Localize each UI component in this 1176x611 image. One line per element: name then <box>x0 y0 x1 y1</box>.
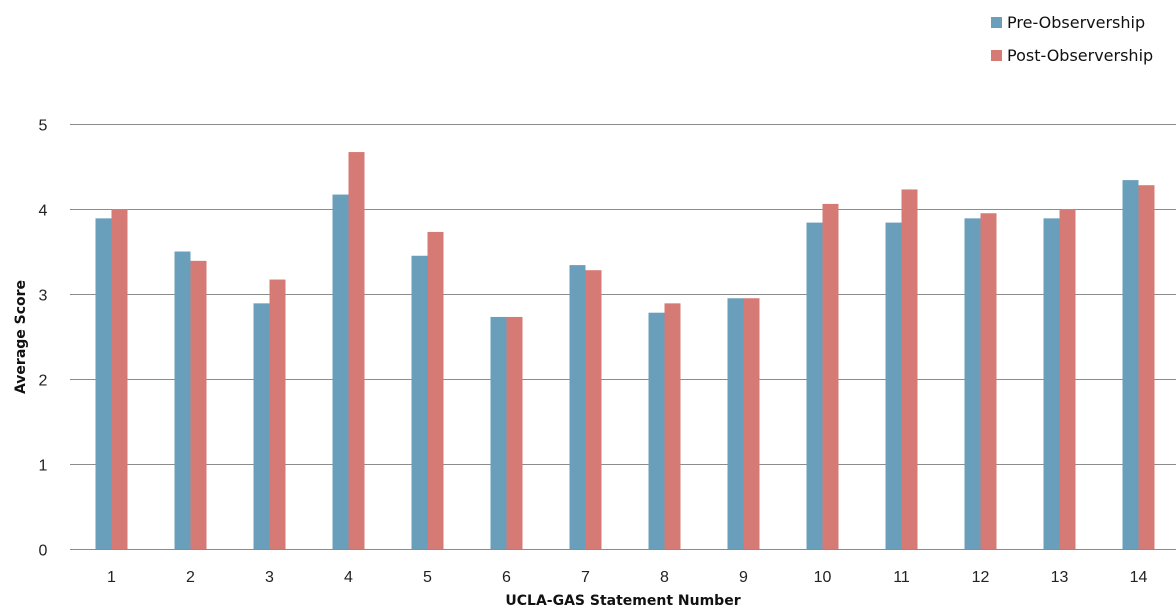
y-tick-label: 0 <box>39 543 48 560</box>
legend-swatch-pre-observership <box>991 17 1002 28</box>
x-tick-label: 3 <box>265 569 274 586</box>
bar-pre-observership-11 <box>885 222 902 549</box>
gridlines <box>70 124 1176 550</box>
bar-post-observership-11 <box>901 189 918 549</box>
x-tick-label: 13 <box>1051 569 1069 586</box>
x-tick-label: 9 <box>739 569 748 586</box>
y-tick-label: 5 <box>39 118 48 135</box>
bar-post-observership-14 <box>1138 185 1155 549</box>
bar-pre-observership-4 <box>332 194 349 550</box>
bar-pre-observership-14 <box>1122 180 1139 549</box>
x-tick-label: 10 <box>814 569 832 586</box>
bar-post-observership-13 <box>1059 209 1076 549</box>
bar-post-observership-2 <box>190 260 207 549</box>
y-tick-label: 1 <box>39 458 48 475</box>
bar-post-observership-7 <box>585 270 602 549</box>
bar-post-observership-8 <box>664 303 681 549</box>
x-tick-label: 12 <box>972 569 990 586</box>
bar-pre-observership-7 <box>569 265 586 549</box>
x-tick-label: 1 <box>107 569 116 586</box>
x-tick-label: 7 <box>581 569 590 586</box>
bar-pre-observership-12 <box>964 218 981 549</box>
x-tick-label: 2 <box>186 569 195 586</box>
bars <box>95 152 1155 550</box>
legend-label-post-observership: Post-Observership <box>1007 46 1153 65</box>
x-axis-ticks: 1 2 3 4 5 6 7 8 9 10 11 12 13 14 <box>107 569 1147 586</box>
bar-pre-observership-5 <box>411 255 428 549</box>
bar-post-observership-1 <box>111 209 128 549</box>
bar-pre-observership-13 <box>1043 218 1060 549</box>
bar-post-observership-12 <box>980 213 997 549</box>
bar-post-observership-9 <box>743 298 760 549</box>
x-axis-title: UCLA-GAS Statement Number <box>505 593 740 609</box>
x-tick-label: 14 <box>1130 569 1148 586</box>
x-tick-label: 6 <box>502 569 511 586</box>
legend-swatch-post-observership <box>991 50 1002 61</box>
bar-post-observership-10 <box>822 203 839 549</box>
x-tick-label: 11 <box>893 569 910 586</box>
y-tick-label: 3 <box>39 288 48 305</box>
bar-pre-observership-6 <box>490 316 507 549</box>
x-tick-label: 4 <box>344 569 353 586</box>
bar-post-observership-4 <box>348 152 365 550</box>
y-axis-ticks: 0 1 2 3 4 5 <box>39 118 48 560</box>
bar-post-observership-5 <box>427 231 444 549</box>
bar-pre-observership-1 <box>95 218 112 549</box>
y-tick-label: 2 <box>39 373 48 390</box>
y-axis-title: Average Score <box>13 280 29 394</box>
bar-post-observership-3 <box>269 279 286 549</box>
legend: Pre-Observership Post-Observership <box>991 13 1153 65</box>
bar-pre-observership-9 <box>727 298 744 549</box>
bar-pre-observership-2 <box>174 251 191 549</box>
bar-post-observership-6 <box>506 316 523 549</box>
bar-pre-observership-10 <box>806 222 823 549</box>
y-tick-label: 4 <box>39 203 48 220</box>
x-tick-label: 8 <box>660 569 669 586</box>
x-tick-label: 5 <box>423 569 432 586</box>
bar-pre-observership-8 <box>648 312 665 549</box>
legend-label-pre-observership: Pre-Observership <box>1007 13 1145 32</box>
bar-pre-observership-3 <box>253 303 270 549</box>
